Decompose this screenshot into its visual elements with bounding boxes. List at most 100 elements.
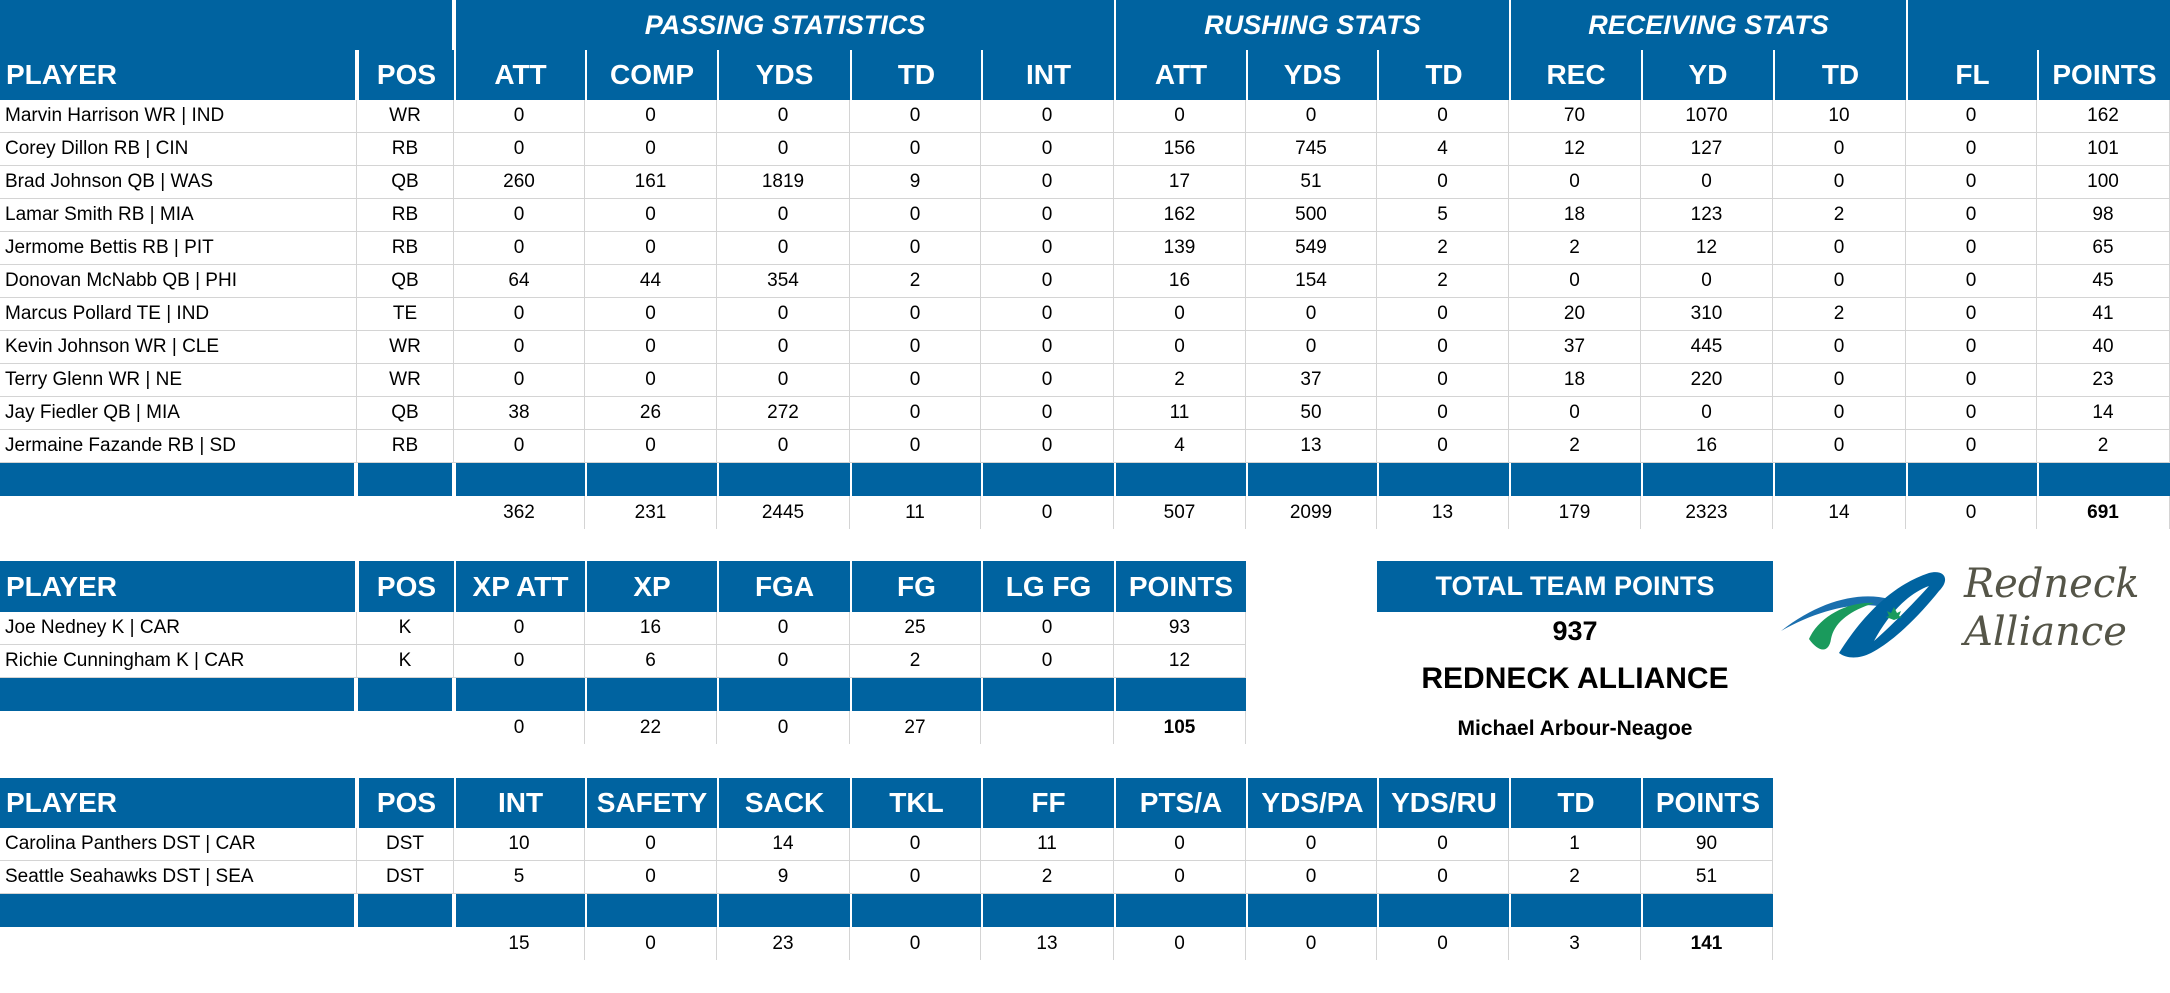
offense-cell-yds: 0 bbox=[717, 331, 850, 364]
kickers-col-header-xp-att[interactable]: XP ATT bbox=[456, 561, 585, 612]
offense-col-header-player[interactable]: PLAYER bbox=[0, 50, 355, 100]
defense-col-header-safety[interactable]: SAFETY bbox=[587, 778, 717, 828]
defense-cell-yds-pa: 0 bbox=[1246, 861, 1377, 894]
offense-col-header-att[interactable]: ATT bbox=[456, 50, 585, 100]
offense-col-header-pos[interactable]: POS bbox=[359, 50, 454, 100]
kickers-cell-fga: 0 bbox=[717, 645, 850, 678]
defense-col-header-pos[interactable]: POS bbox=[359, 778, 454, 828]
offense-cell-yd: 127 bbox=[1641, 133, 1773, 166]
offense-cell-yd: 0 bbox=[1641, 166, 1773, 199]
offense-separator-bar bbox=[0, 463, 354, 496]
player-name-cell: Jermome Bettis RB | PIT bbox=[0, 232, 357, 265]
defense-col-header-points[interactable]: POINTS bbox=[1643, 778, 1773, 828]
offense-cell-yd: 310 bbox=[1641, 298, 1773, 331]
offense-col-header-rec[interactable]: REC bbox=[1511, 50, 1641, 100]
offense-col-header-yds[interactable]: YDS bbox=[719, 50, 850, 100]
group-header-passing-statistics: PASSING STATISTICS bbox=[456, 0, 1114, 50]
offense-separator-bar bbox=[983, 463, 1114, 496]
offense-cell-int: 0 bbox=[981, 133, 1114, 166]
defense-cell-yds-ru: 0 bbox=[1377, 828, 1509, 861]
defense-cell-ff: 2 bbox=[981, 861, 1114, 894]
offense-cell-points: 41 bbox=[2037, 298, 2170, 331]
defense-col-header-pts-a[interactable]: PTS/A bbox=[1116, 778, 1246, 828]
offense-group-header-blank bbox=[0, 0, 452, 50]
defense-col-header-int[interactable]: INT bbox=[456, 778, 585, 828]
offense-total-td: 11 bbox=[850, 496, 981, 529]
offense-cell-att: 0 bbox=[454, 100, 585, 133]
offense-cell-points: 101 bbox=[2037, 133, 2170, 166]
swoosh-maple-leaf-icon bbox=[1781, 572, 1946, 658]
defense-total-yds-pa: 0 bbox=[1246, 927, 1377, 960]
offense-cell-points: 14 bbox=[2037, 397, 2170, 430]
offense-cell-points: 40 bbox=[2037, 331, 2170, 364]
offense-separator-bar bbox=[719, 463, 850, 496]
offense-separator-bar bbox=[1908, 463, 2037, 496]
offense-cell-yds: 1819 bbox=[717, 166, 850, 199]
defense-col-header-tkl[interactable]: TKL bbox=[852, 778, 981, 828]
kickers-col-header-lg-fg[interactable]: LG FG bbox=[983, 561, 1114, 612]
kickers-col-header-xp[interactable]: XP bbox=[587, 561, 717, 612]
defense-cell-pts-a: 0 bbox=[1114, 828, 1246, 861]
defense-total-safety: 0 bbox=[585, 927, 717, 960]
offense-col-header-yd[interactable]: YD bbox=[1643, 50, 1773, 100]
defense-cell-safety: 0 bbox=[585, 861, 717, 894]
offense-cell-int: 0 bbox=[981, 265, 1114, 298]
defense-col-header-sack[interactable]: SACK bbox=[719, 778, 850, 828]
kickers-cell-xp-att: 0 bbox=[454, 612, 585, 645]
offense-total-points: 691 bbox=[2037, 496, 2170, 529]
offense-cell-fl: 0 bbox=[1906, 232, 2037, 265]
player-name-cell: Seattle Seahawks DST | SEA bbox=[0, 861, 357, 894]
offense-col-header-yds[interactable]: YDS bbox=[1248, 50, 1377, 100]
offense-total-td: 13 bbox=[1377, 496, 1509, 529]
offense-cell-td: 0 bbox=[1773, 364, 1906, 397]
owner-name: Michael Arbour-Neagoe bbox=[1457, 717, 1693, 740]
offense-separator-bar bbox=[1643, 463, 1773, 496]
offense-col-header-int[interactable]: INT bbox=[983, 50, 1114, 100]
offense-col-header-comp[interactable]: COMP bbox=[587, 50, 717, 100]
kickers-col-header-fg[interactable]: FG bbox=[852, 561, 981, 612]
defense-cell-pos: DST bbox=[357, 861, 454, 894]
defense-col-header-yds-ru[interactable]: YDS/RU bbox=[1379, 778, 1509, 828]
kickers-col-header-points[interactable]: POINTS bbox=[1116, 561, 1246, 612]
offense-cell-td: 0 bbox=[850, 232, 981, 265]
offense-cell-td: 10 bbox=[1773, 100, 1906, 133]
defense-col-header-player[interactable]: PLAYER bbox=[0, 778, 355, 828]
total-team-points-value: 937 bbox=[1552, 615, 1598, 646]
offense-total-rec: 179 bbox=[1509, 496, 1641, 529]
kickers-col-header-player[interactable]: PLAYER bbox=[0, 561, 355, 612]
defense-total-tkl: 0 bbox=[850, 927, 981, 960]
offense-cell-att: 156 bbox=[1114, 133, 1246, 166]
offense-cell-rec: 70 bbox=[1509, 100, 1641, 133]
defense-col-header-ff[interactable]: FF bbox=[983, 778, 1114, 828]
offense-col-header-att[interactable]: ATT bbox=[1116, 50, 1246, 100]
defense-col-header-td[interactable]: TD bbox=[1511, 778, 1641, 828]
offense-cell-att: 0 bbox=[1114, 331, 1246, 364]
offense-cell-yds: 0 bbox=[717, 364, 850, 397]
offense-cell-td: 0 bbox=[1773, 166, 1906, 199]
team-logo: Redneck Alliance bbox=[1779, 561, 2169, 661]
offense-cell-yds: 272 bbox=[717, 397, 850, 430]
offense-cell-fl: 0 bbox=[1906, 397, 2037, 430]
offense-cell-yds: 0 bbox=[717, 232, 850, 265]
offense-col-header-td[interactable]: TD bbox=[852, 50, 981, 100]
defense-total-ff: 13 bbox=[981, 927, 1114, 960]
kickers-col-header-pos[interactable]: POS bbox=[359, 561, 454, 612]
offense-col-header-points[interactable]: POINTS bbox=[2039, 50, 2170, 100]
defense-total-int: 15 bbox=[454, 927, 585, 960]
player-name-cell: Richie Cunningham K | CAR bbox=[0, 645, 357, 678]
player-name-cell: Terry Glenn WR | NE bbox=[0, 364, 357, 397]
defense-col-header-yds-pa[interactable]: YDS/PA bbox=[1248, 778, 1377, 828]
kickers-cell-xp: 16 bbox=[585, 612, 717, 645]
offense-cell-rec: 12 bbox=[1509, 133, 1641, 166]
player-name-cell: Marvin Harrison WR | IND bbox=[0, 100, 357, 133]
offense-col-header-td[interactable]: TD bbox=[1775, 50, 1906, 100]
offense-cell-att: 0 bbox=[454, 331, 585, 364]
offense-separator-bar bbox=[1116, 463, 1246, 496]
defense-total-td: 3 bbox=[1509, 927, 1641, 960]
offense-cell-yds: 500 bbox=[1246, 199, 1377, 232]
kickers-col-header-fga[interactable]: FGA bbox=[719, 561, 850, 612]
kickers-total-fga: 0 bbox=[717, 711, 850, 744]
offense-cell-yds: 51 bbox=[1246, 166, 1377, 199]
offense-col-header-fl[interactable]: FL bbox=[1908, 50, 2037, 100]
offense-col-header-td[interactable]: TD bbox=[1379, 50, 1509, 100]
